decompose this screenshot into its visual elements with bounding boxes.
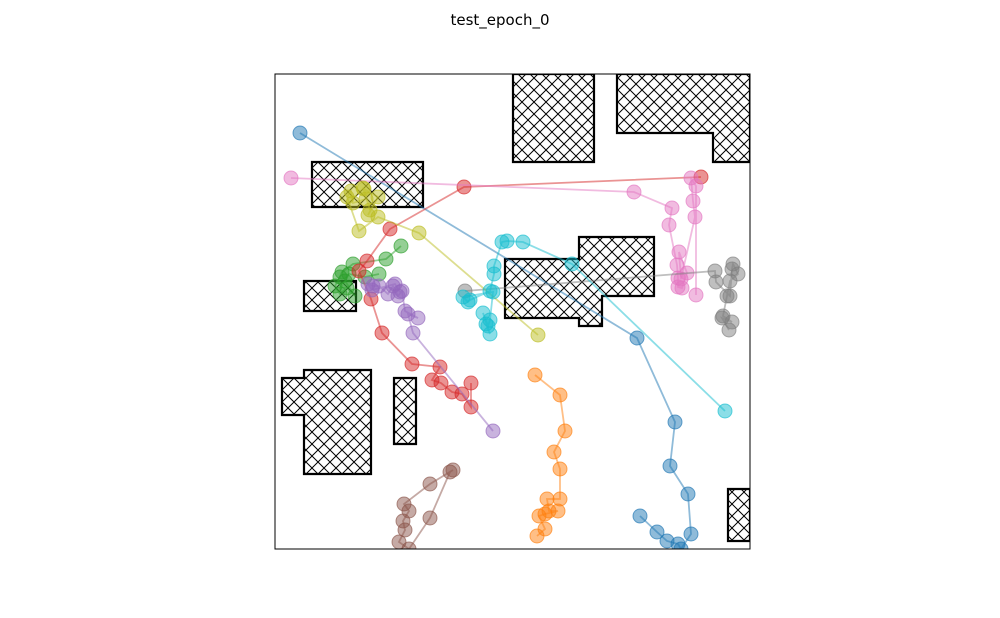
trajectory-1 bbox=[292, 125, 699, 549]
plot-frame bbox=[274, 73, 751, 550]
data-point bbox=[529, 528, 545, 544]
data-point bbox=[463, 399, 479, 415]
trajectory-10 bbox=[455, 233, 733, 419]
data-point bbox=[632, 508, 648, 524]
data-point bbox=[455, 289, 471, 305]
data-point bbox=[721, 322, 737, 338]
obstacle-8 bbox=[726, 487, 750, 543]
data-point bbox=[405, 325, 421, 341]
data-point bbox=[292, 125, 308, 141]
data-point bbox=[546, 444, 562, 460]
data-point bbox=[397, 522, 413, 538]
data-point bbox=[708, 274, 724, 290]
data-point bbox=[364, 282, 380, 298]
data-point bbox=[422, 476, 438, 492]
data-point bbox=[564, 256, 580, 272]
data-point bbox=[626, 184, 642, 200]
data-point bbox=[345, 195, 361, 211]
data-point bbox=[433, 375, 449, 391]
trajectory-6 bbox=[391, 462, 461, 549]
data-point bbox=[410, 310, 426, 326]
data-point bbox=[393, 238, 409, 254]
data-point bbox=[370, 189, 386, 205]
data-point bbox=[356, 181, 372, 197]
obstacle-1 bbox=[511, 74, 596, 164]
data-point bbox=[552, 387, 568, 403]
data-point bbox=[550, 503, 566, 519]
data-point bbox=[486, 266, 502, 282]
data-point bbox=[680, 486, 696, 502]
data-point bbox=[442, 464, 458, 480]
data-point bbox=[411, 225, 427, 241]
data-point bbox=[392, 284, 408, 300]
data-point bbox=[664, 200, 680, 216]
data-point bbox=[717, 403, 733, 419]
data-point bbox=[347, 288, 363, 304]
data-point bbox=[359, 253, 375, 269]
data-point bbox=[667, 414, 683, 430]
data-point bbox=[683, 526, 699, 542]
trajectory-2 bbox=[527, 367, 573, 544]
data-point bbox=[722, 273, 738, 289]
data-point bbox=[456, 179, 472, 195]
data-point bbox=[662, 458, 678, 474]
data-point bbox=[374, 325, 390, 341]
data-point bbox=[485, 284, 501, 300]
trajectory-5 bbox=[360, 276, 501, 439]
data-point bbox=[401, 541, 417, 549]
data-point bbox=[649, 524, 665, 540]
plot-layer bbox=[280, 74, 750, 549]
data-point bbox=[661, 217, 677, 233]
data-point bbox=[719, 288, 735, 304]
data-point bbox=[494, 234, 510, 250]
data-point bbox=[527, 367, 543, 383]
trajectory-8 bbox=[457, 256, 746, 338]
obstacle-7 bbox=[392, 376, 418, 446]
data-point bbox=[688, 287, 704, 303]
chart-title: test_epoch_0 bbox=[450, 11, 549, 30]
data-point bbox=[463, 375, 479, 391]
data-point bbox=[557, 423, 573, 439]
data-point bbox=[515, 234, 531, 250]
data-point bbox=[531, 508, 547, 524]
data-point bbox=[397, 303, 413, 319]
obstacle-6 bbox=[280, 368, 373, 476]
data-point bbox=[422, 510, 438, 526]
data-point bbox=[485, 423, 501, 439]
data-point bbox=[378, 251, 394, 267]
data-point bbox=[360, 207, 376, 223]
trajectory-4 bbox=[351, 169, 709, 415]
data-point bbox=[478, 316, 494, 332]
data-point bbox=[687, 209, 703, 225]
data-point bbox=[404, 356, 420, 372]
data-point bbox=[552, 461, 568, 477]
trajectory-3 bbox=[327, 238, 409, 304]
data-point bbox=[659, 533, 675, 549]
data-point bbox=[673, 271, 689, 287]
data-point bbox=[530, 327, 546, 343]
data-point bbox=[714, 310, 730, 326]
data-point bbox=[351, 223, 367, 239]
obstacle-2 bbox=[615, 74, 750, 164]
data-point bbox=[685, 193, 701, 209]
data-point bbox=[671, 244, 687, 260]
data-point bbox=[629, 330, 645, 346]
data-point bbox=[283, 170, 299, 186]
trajectory-9 bbox=[339, 180, 546, 343]
data-point bbox=[688, 178, 704, 194]
data-point bbox=[351, 263, 367, 279]
